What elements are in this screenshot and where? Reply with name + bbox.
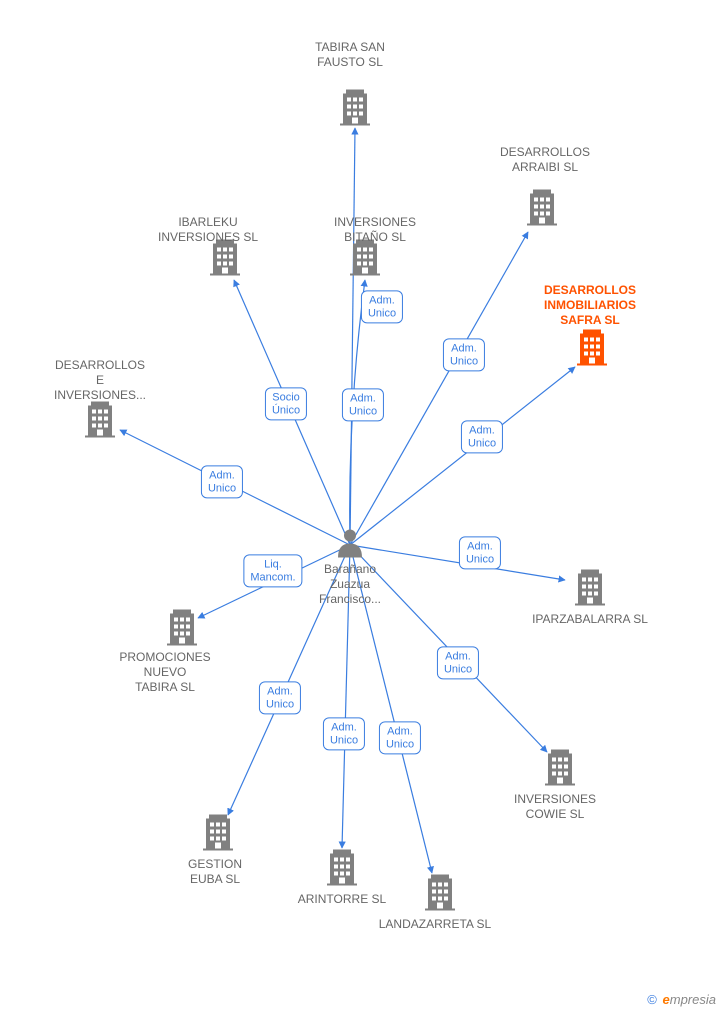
building-icon-promnuevo[interactable]: [167, 610, 197, 651]
building-icon-gestion[interactable]: [203, 815, 233, 856]
watermark: © empresia: [647, 992, 716, 1007]
node-label-safra: DESARROLLOS INMOBILIARIOS SAFRA SL: [544, 283, 636, 328]
building-icon-tabira[interactable]: [340, 90, 370, 131]
building-icon-bitano[interactable]: [350, 240, 380, 281]
edge-label-tabira: Adm. Unico: [361, 290, 403, 323]
edge-label-bitano: Adm. Unico: [342, 388, 384, 421]
building-icon-iparza[interactable]: [575, 570, 605, 611]
brand-e: e: [663, 992, 670, 1007]
node-label-iparza: IPARZABALARRA SL: [532, 612, 648, 627]
copyright-symbol: ©: [647, 992, 657, 1007]
building-icon-ibarleku[interactable]: [210, 240, 240, 281]
edge-label-promnuevo: Liq. Mancom.: [243, 554, 302, 587]
edge-label-iparza: Adm. Unico: [459, 536, 501, 569]
node-label-gestion: GESTION EUBA SL: [188, 857, 242, 887]
building-icon-landa[interactable]: [425, 875, 455, 916]
edge-label-arraibi: Adm. Unico: [443, 338, 485, 371]
building-icon-safra[interactable]: [577, 330, 607, 371]
node-label-desinv: DESARROLLOS E INVERSIONES...: [54, 358, 146, 403]
node-label-bitano: INVERSIONES BITAÑO SL: [334, 215, 416, 245]
edge-label-safra: Adm. Unico: [461, 420, 503, 453]
node-label-promnuevo: PROMOCIONES NUEVO TABIRA SL: [119, 650, 210, 695]
node-label-ibarleku: IBARLEKU INVERSIONES SL: [158, 215, 258, 245]
node-label-arraibi: DESARROLLOS ARRAIBI SL: [500, 145, 590, 175]
node-label-tabira: TABIRA SAN FAUSTO SL: [315, 40, 385, 70]
edge-label-gestion: Adm. Unico: [259, 681, 301, 714]
edge-label-desinv: Adm. Unico: [201, 465, 243, 498]
network-canvas: [0, 0, 728, 1015]
edge-label-ibarleku: Socio Único: [265, 387, 307, 420]
building-icon-cowie[interactable]: [545, 750, 575, 791]
building-icon-desinv[interactable]: [85, 402, 115, 443]
building-icon-arintorre[interactable]: [327, 850, 357, 891]
center-label: Barañano Zuazua Francisco...: [319, 562, 381, 607]
building-icon-arraibi[interactable]: [527, 190, 557, 231]
edge-label-cowie: Adm. Unico: [437, 646, 479, 679]
node-label-cowie: INVERSIONES COWIE SL: [514, 792, 596, 822]
node-label-landa: LANDAZARRETA SL: [379, 917, 491, 932]
node-label-arintorre: ARINTORRE SL: [298, 892, 386, 907]
edge-label-landa: Adm. Unico: [379, 721, 421, 754]
edge-tabira: [350, 128, 355, 545]
edge-iparza: [350, 545, 565, 580]
person-icon[interactable]: [336, 528, 364, 563]
edge-label-arintorre: Adm. Unico: [323, 717, 365, 750]
brand-rest: mpresia: [670, 992, 716, 1007]
